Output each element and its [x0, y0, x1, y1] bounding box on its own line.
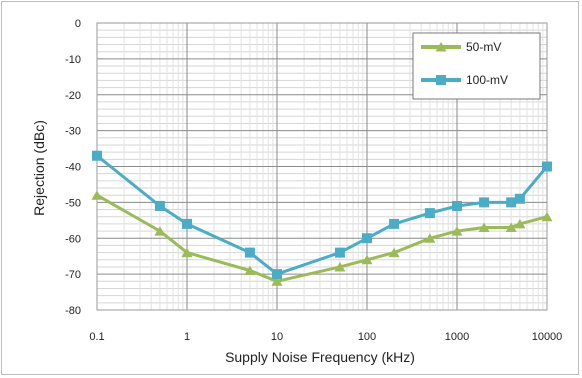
legend-marker [436, 75, 446, 85]
y-tick-labels: 0 -10 -20 -30 -40 -50 -60 -70 -80 [65, 18, 81, 317]
y-tick-label: -50 [65, 197, 81, 209]
y-tick-label: -40 [65, 162, 81, 174]
y-tick-label: 0 [75, 18, 81, 30]
x-tick-label: 1 [184, 331, 190, 343]
y-axis-title: Rejection (dBc) [31, 120, 47, 216]
data-point-100-mv [154, 200, 165, 211]
x-tick-label: 1000 [445, 331, 469, 343]
series-layer [91, 150, 553, 286]
data-point-100-mv [362, 233, 372, 244]
y-tick-label: -10 [65, 54, 81, 66]
legend-marker [435, 42, 447, 52]
data-point-100-mv [514, 193, 525, 204]
series-100-mv [92, 150, 552, 280]
y-tick-label: -70 [65, 269, 81, 281]
data-point-50-mv [541, 211, 553, 222]
data-point-50-mv [478, 222, 490, 232]
data-point-100-mv [182, 218, 192, 229]
y-tick-label: -20 [65, 90, 81, 102]
x-tick-label: 10000 [532, 331, 563, 343]
data-point-50-mv [244, 265, 256, 276]
y-tick-label: -80 [65, 305, 81, 317]
data-point-50-mv [514, 218, 526, 229]
y-tick-label: -30 [65, 126, 81, 138]
x-tick-label: 100 [358, 331, 376, 343]
data-point-100-mv [424, 208, 435, 219]
data-point-100-mv [452, 200, 462, 211]
data-point-50-mv [154, 226, 166, 236]
data-point-50-mv [271, 276, 283, 286]
legend-entry-100-mv: 100-mV [421, 73, 508, 87]
x-tick-label: 0.1 [89, 331, 104, 343]
data-point-100-mv [389, 218, 400, 229]
data-point-100-mv [542, 161, 552, 172]
data-point-50-mv [361, 254, 373, 265]
legend: 50-mV 100-mV [412, 32, 541, 100]
y-tick-label: -60 [65, 233, 81, 245]
data-point-50-mv [451, 226, 463, 236]
series-line-50-mv [96, 193, 548, 283]
legend-box [412, 32, 541, 100]
data-point-100-mv [334, 247, 345, 258]
data-point-50-mv [181, 247, 193, 258]
data-point-50-mv [388, 247, 400, 258]
data-point-100-mv [272, 269, 282, 280]
data-point-50-mv [505, 222, 517, 232]
data-point-50-mv [424, 233, 436, 243]
legend-label: 100-mV [466, 73, 508, 87]
data-point-50-mv [91, 190, 103, 200]
x-tick-labels: 0.1 1 10 100 1000 10000 [89, 331, 562, 343]
data-point-100-mv [244, 247, 255, 258]
legend-entry-50-mv: 50-mV [421, 40, 501, 54]
data-point-100-mv [479, 197, 490, 208]
x-axis-title: Supply Noise Frequency (kHz) [225, 349, 415, 365]
data-point-100-mv [92, 150, 102, 161]
legend-label: 50-mV [466, 40, 501, 54]
x-tick-label: 10 [271, 331, 283, 343]
data-point-50-mv [334, 261, 346, 272]
data-point-100-mv [506, 197, 517, 208]
series-50-mv [91, 190, 553, 286]
